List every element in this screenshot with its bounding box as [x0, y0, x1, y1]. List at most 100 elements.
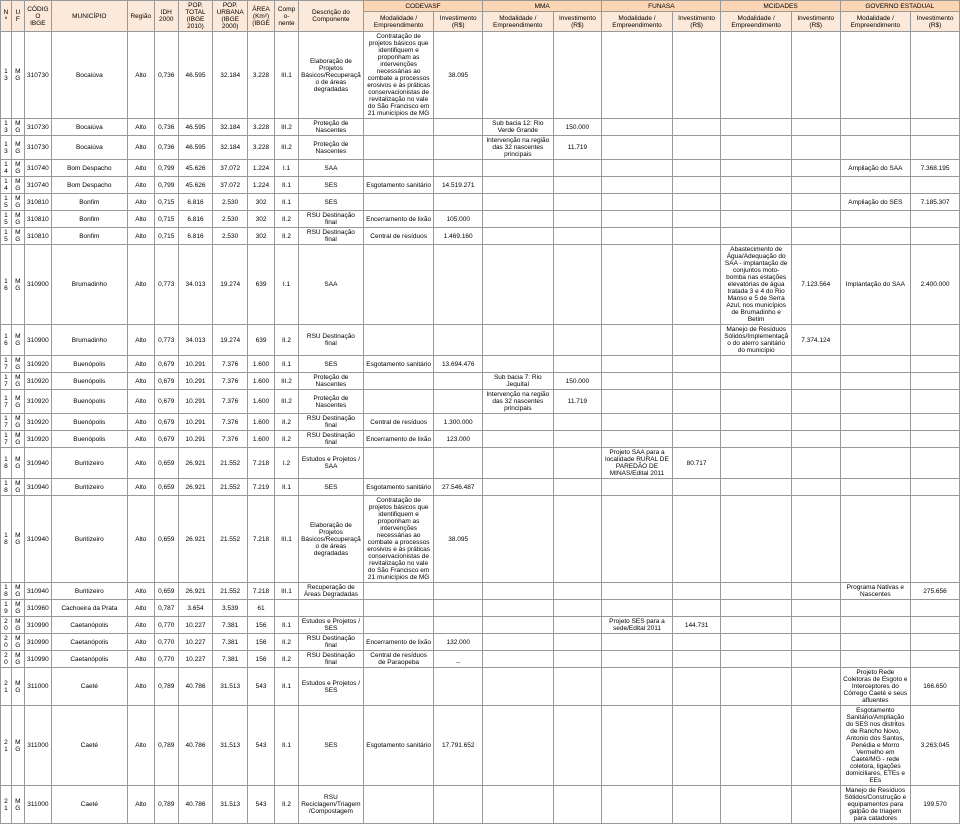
cell-area: 1.600 — [248, 356, 275, 373]
cell-cod: 310810 — [24, 211, 51, 228]
cell-uf: MG — [11, 668, 24, 706]
cell-c_mod — [363, 325, 433, 356]
table-row: 17MG310920BuenópolisAlto0,67910.2917.376… — [1, 356, 960, 373]
cell-n: 21 — [1, 786, 12, 824]
cell-m_mod — [483, 228, 553, 245]
data-table: Nº UF CÓDIGO IBGE MUNICÍPIO Região IDH 2… — [0, 0, 960, 824]
cell-mc_mod — [721, 356, 791, 373]
table-row: 15MG310810BonfimAlto0,7156.8162.530302II… — [1, 211, 960, 228]
header-descricao: Descrição do Componente — [298, 1, 363, 32]
cell-f_inv — [672, 136, 721, 160]
cell-uf: MG — [11, 583, 24, 600]
cell-uf: MG — [11, 496, 24, 583]
cell-m_inv — [553, 496, 602, 583]
cell-desc: Proteção de Nascentes — [298, 373, 363, 390]
cell-desc: Recuperação de Áreas Degradadas — [298, 583, 363, 600]
cell-reg: Alto — [127, 786, 154, 824]
cell-mun: Caetanópolis — [51, 634, 127, 651]
cell-f_mod — [602, 479, 672, 496]
cell-mun: Buenópolis — [51, 356, 127, 373]
cell-m_inv — [553, 228, 602, 245]
cell-cod: 310960 — [24, 600, 51, 617]
cell-idh: 0,736 — [154, 32, 178, 119]
cell-f_mod — [602, 786, 672, 824]
cell-f_inv — [672, 32, 721, 119]
cell-f_inv — [672, 245, 721, 325]
cell-uf: MG — [11, 600, 24, 617]
cell-g_mod: Programa Nativas e Nascentes — [840, 583, 910, 600]
cell-p1: 10.291 — [178, 431, 213, 448]
cell-cod: 310730 — [24, 119, 51, 136]
cell-p2: 2.530 — [213, 228, 248, 245]
table-row: 16MG310900BrumadinhoAlto0,77334.01319.27… — [1, 325, 960, 356]
cell-f_mod — [602, 390, 672, 414]
cell-c_mod — [363, 136, 433, 160]
cell-uf: MG — [11, 32, 24, 119]
header-funasa-inv: Investimento (R$) — [672, 12, 721, 32]
cell-p2: 7.381 — [213, 617, 248, 634]
cell-comp: I.1 — [275, 160, 299, 177]
cell-mc_inv — [791, 177, 840, 194]
cell-m_mod — [483, 245, 553, 325]
cell-f_inv — [672, 194, 721, 211]
cell-uf: MG — [11, 136, 24, 160]
cell-uf: MG — [11, 356, 24, 373]
cell-desc: RSU Destinação final — [298, 651, 363, 668]
cell-p2: 7.376 — [213, 431, 248, 448]
cell-f_mod — [602, 583, 672, 600]
cell-mc_inv — [791, 600, 840, 617]
cell-p2: 32.184 — [213, 119, 248, 136]
cell-reg: Alto — [127, 651, 154, 668]
cell-comp: II.2 — [275, 325, 299, 356]
cell-cod: 310920 — [24, 356, 51, 373]
cell-c_inv: _ — [434, 651, 483, 668]
cell-idh: 0,770 — [154, 634, 178, 651]
cell-g_inv — [911, 600, 960, 617]
cell-cod: 310730 — [24, 136, 51, 160]
cell-m_inv — [553, 617, 602, 634]
table-row: 15MG310810BonfimAlto0,7156.8162.530302II… — [1, 194, 960, 211]
cell-reg: Alto — [127, 390, 154, 414]
cell-p1: 10.227 — [178, 617, 213, 634]
cell-g_mod — [840, 373, 910, 390]
cell-mc_inv — [791, 32, 840, 119]
table-row: 18MG310940BuritizeiroAlto0,65926.92121.5… — [1, 496, 960, 583]
cell-m_inv — [553, 431, 602, 448]
cell-m_mod — [483, 177, 553, 194]
cell-uf: MG — [11, 786, 24, 824]
cell-g_inv — [911, 373, 960, 390]
cell-m_inv — [553, 668, 602, 706]
cell-area: 7.218 — [248, 583, 275, 600]
cell-f_inv — [672, 634, 721, 651]
header-idh: IDH 2000 — [154, 1, 178, 32]
cell-idh: 0,773 — [154, 245, 178, 325]
cell-reg: Alto — [127, 414, 154, 431]
cell-mc_mod — [721, 479, 791, 496]
cell-desc: SAA — [298, 245, 363, 325]
cell-comp: III.2 — [275, 373, 299, 390]
cell-p1: 10.291 — [178, 356, 213, 373]
cell-m_inv — [553, 177, 602, 194]
cell-reg: Alto — [127, 600, 154, 617]
cell-cod: 310990 — [24, 634, 51, 651]
cell-mun: Caeté — [51, 786, 127, 824]
cell-idh: 0,715 — [154, 211, 178, 228]
cell-p1: 46.595 — [178, 32, 213, 119]
cell-g_inv — [911, 119, 960, 136]
cell-uf: MG — [11, 211, 24, 228]
cell-area: 543 — [248, 706, 275, 786]
cell-c_inv — [434, 600, 483, 617]
cell-mc_mod — [721, 390, 791, 414]
cell-p2: 2.530 — [213, 211, 248, 228]
cell-mun: Caetanópolis — [51, 617, 127, 634]
cell-p1: 45.626 — [178, 177, 213, 194]
cell-g_inv — [911, 325, 960, 356]
cell-uf: MG — [11, 390, 24, 414]
cell-g_mod: Manejo de Resíduos Sólidos/Construção e … — [840, 786, 910, 824]
cell-n: 16 — [1, 325, 12, 356]
cell-mc_inv — [791, 617, 840, 634]
cell-mc_inv — [791, 706, 840, 786]
cell-g_mod — [840, 228, 910, 245]
cell-mc_mod — [721, 373, 791, 390]
table-row: 13MG310730BocaiúvaAlto0,73646.59532.1843… — [1, 119, 960, 136]
